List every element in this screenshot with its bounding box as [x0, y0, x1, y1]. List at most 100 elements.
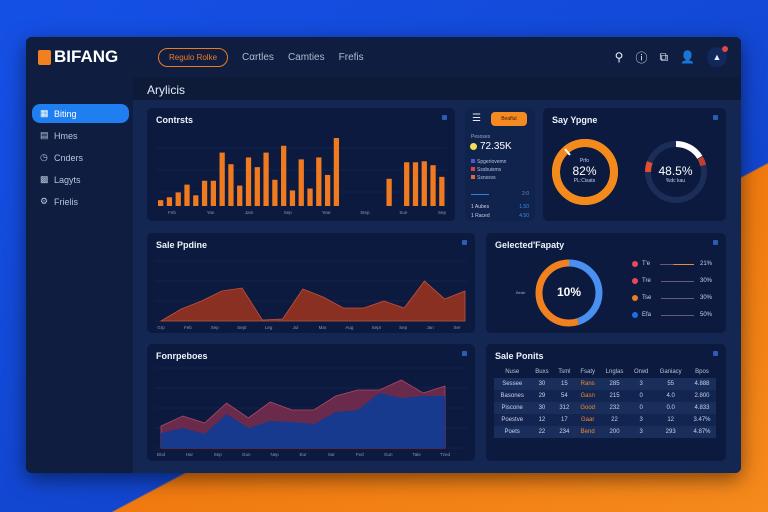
stats-button[interactable]: Beaflut: [491, 112, 527, 126]
share-icon[interactable]: ⧉: [659, 49, 669, 64]
table-cell: 293: [665, 429, 676, 435]
x-tick-label: Mar: [319, 325, 327, 330]
bar: [316, 157, 322, 206]
calendar-icon: ▦: [40, 108, 49, 118]
legend-dot-icon: [632, 261, 638, 267]
panel-title: Sale Ppdine: [156, 240, 208, 250]
bar: [386, 178, 392, 206]
table-row[interactable]: Poets 22 234 Bend 200 3 293 4.87%: [494, 426, 716, 438]
column-header[interactable]: Bpos: [695, 369, 709, 375]
table-cell: 3: [639, 381, 643, 387]
x-tick-label: Sep: [438, 210, 447, 215]
x-tick-label: Grp: [157, 325, 165, 330]
column-header[interactable]: Fsaty: [580, 369, 595, 375]
table-row[interactable]: Poestve 12 17 Gaar 22 3 12 3.47%: [494, 414, 716, 426]
donut-value: 48.5%: [658, 164, 693, 178]
forecast-area-chart: Bnd Har Sep Gun Nep Eur Sar Fed Gun Tale Tzed: [155, 367, 467, 457]
table-cell: 0: [639, 393, 643, 399]
panel-title: Say Ypgne: [552, 115, 598, 125]
user-icon[interactable]: 👤: [680, 50, 695, 64]
coin-icon: [470, 143, 477, 150]
table-row[interactable]: Basones 29 54 Gasn 215 0 4.0 2.800: [494, 390, 716, 402]
panel-menu-icon[interactable]: [462, 240, 467, 245]
sidebar: ▦ Biting ▤ Hmes ◷ Cnders ▩ Lagyts ⚙ Frielis: [26, 77, 133, 473]
table-cell: 29: [538, 393, 546, 399]
stats-value-row: 72.35K: [470, 141, 512, 152]
table-cell: 285: [609, 381, 620, 387]
legend-item: Tre 30%: [632, 278, 712, 284]
menu-icon[interactable]: ☰: [472, 113, 481, 124]
x-tick-label: Feb: [168, 210, 176, 215]
search-icon[interactable]: ⚲: [614, 50, 624, 64]
table-cell: 4.0: [666, 393, 675, 399]
bar: [307, 188, 313, 206]
column-header[interactable]: Nuse: [505, 369, 520, 375]
table-cell: 200: [609, 429, 620, 435]
pipeline-area: [159, 280, 466, 322]
bar: [324, 174, 331, 206]
column-header[interactable]: Tsml: [558, 369, 571, 375]
legend-dot-icon: [632, 278, 638, 284]
x-tick-label: Sar: [328, 452, 336, 457]
panel-menu-icon[interactable]: [713, 240, 718, 245]
panel-menu-icon[interactable]: [442, 115, 447, 120]
panel-menu-icon[interactable]: [713, 351, 718, 356]
x-tick-label: Year: [322, 210, 332, 215]
panel-title: Gelected'Fapaty: [495, 240, 565, 250]
logo[interactable]: BIFANG: [38, 47, 146, 67]
sale-profits-panel: Sale Ponits Nuse Buxs Tsml Fsaty Lnglas Orwd G…: [486, 344, 726, 461]
column-header[interactable]: Orwd: [633, 369, 649, 375]
table-cell: 30: [538, 381, 546, 387]
capacity-donut: [535, 259, 603, 327]
x-tick-label: Feb: [184, 325, 192, 330]
donut-segment: [535, 259, 603, 327]
bar: [333, 138, 340, 206]
table-cell: Gasn: [580, 393, 595, 399]
donut-panel: Say Ypgne Prfo 82% PL:Cisats 48.5% %dc k…: [543, 108, 726, 221]
app-window: BIFANG Rеgulo Rolke Cαrtles Camties Fref…: [26, 37, 741, 473]
bell-icon[interactable]: ▲: [707, 46, 728, 67]
x-tick-label: Aug: [345, 325, 354, 330]
panel-menu-icon[interactable]: [462, 351, 467, 356]
donut-sub: %dc kau: [665, 178, 686, 184]
column-header[interactable]: Lnglas: [605, 369, 624, 375]
table-cell: Rans: [580, 381, 595, 387]
legend-line: [660, 263, 694, 265]
clock-icon: ◷: [40, 152, 48, 162]
table-row[interactable]: Piscone 30 312 Good 232 0 0.0 4.833: [494, 402, 716, 414]
sidebar-item-3[interactable]: ◷ Cnders: [40, 152, 84, 163]
forecast-panel: Fonrpeboes Bnd Har Sep Gun Nep Eur Sar Fed Gun Ta…: [147, 344, 475, 461]
capacity-panel: Gelected'Fapaty Beab 10% T'e 21% Tre 30% Tse…: [486, 233, 726, 333]
panel-menu-icon[interactable]: [713, 115, 718, 120]
table-cell: Piscone: [501, 405, 523, 411]
nav-link-3[interactable]: Frefis: [338, 51, 364, 63]
table-cell: 0: [639, 405, 643, 411]
table-cell: 30: [538, 405, 546, 411]
sidebar-item-2[interactable]: ▤ Hmes: [40, 130, 78, 141]
table-cell: 12: [538, 417, 546, 423]
bar: [281, 145, 287, 206]
nav-pill-button[interactable]: Rеgulo Rolke: [158, 47, 229, 67]
table-row[interactable]: Sessee 30 15 Rans 285 3 55 4.888: [494, 378, 716, 390]
x-tick-label: Har: [186, 452, 194, 457]
sidebar-item-1[interactable]: ▦ Biting: [32, 104, 129, 123]
bar: [289, 190, 296, 206]
info-icon[interactable]: ⓘ: [635, 50, 648, 65]
column-header[interactable]: Buxs: [535, 369, 549, 375]
gift-icon: ▩: [40, 174, 49, 184]
stats-foot: 2:0: [522, 191, 529, 197]
x-tick-label: Sue: [399, 210, 408, 215]
donut-value: 82%: [572, 164, 597, 178]
table-cell: Poets: [504, 429, 520, 435]
sidebar-item-5[interactable]: ⚙ Frielis: [40, 196, 78, 207]
table-cell: 3: [639, 417, 643, 423]
sidebar-item-4[interactable]: ▩ Lagyts: [40, 174, 81, 185]
nav-link-1[interactable]: Cαrtles: [242, 51, 274, 63]
x-tick-label: Sep: [399, 325, 408, 330]
nav-link-2[interactable]: Camties: [287, 51, 325, 63]
column-header[interactable]: Ganiacy: [659, 369, 682, 375]
donut-arc: [645, 141, 707, 203]
bar: [404, 162, 410, 206]
forecast-bottom-area: [161, 393, 445, 448]
donut-arc: [645, 141, 707, 203]
